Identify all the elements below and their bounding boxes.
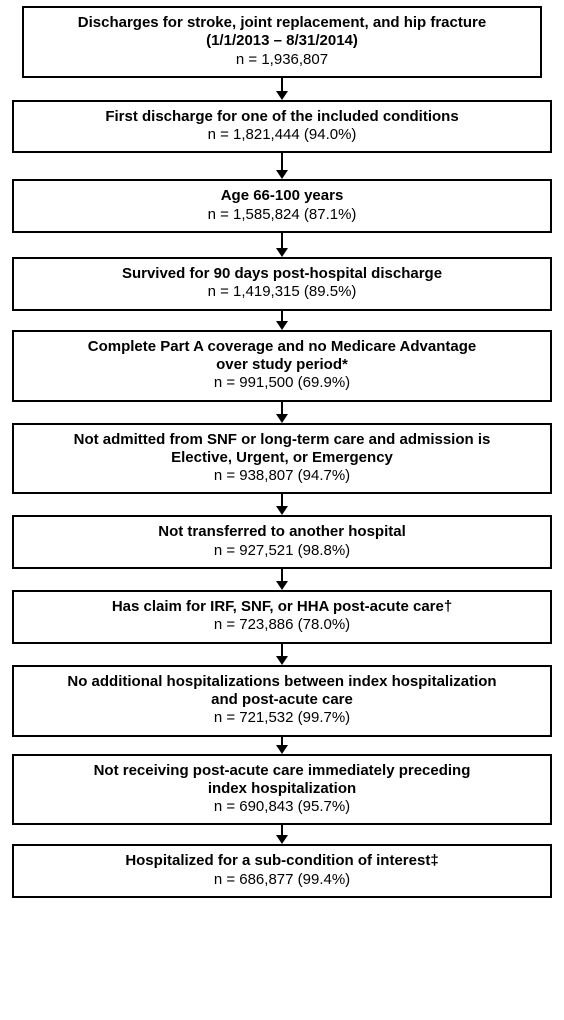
flowchart-column: Discharges for stroke, joint replacement… [12,6,552,898]
arrow-head-icon [276,506,288,515]
flow-node-n: n = 686,877 (99.4%) [24,871,540,889]
flow-node-title: Age 66-100 years [24,187,540,205]
flow-node-title: Discharges for stroke, joint replacement… [34,14,530,32]
flow-node-n: n = 723,886 (78.0%) [24,616,540,634]
flow-node-n: n = 1,821,444 (94.0%) [24,126,540,144]
arrow-shaft [281,569,283,581]
flow-node-n: n = 927,521 (98.8%) [24,542,540,560]
arrow-shaft [281,494,283,506]
flow-node-title2: (1/1/2013 – 8/31/2014) [34,32,530,50]
flow-node-8: No additional hospitalizations between i… [12,665,552,737]
arrow-shaft [281,311,283,321]
arrow-shaft [281,402,283,414]
flow-node-n: n = 1,585,824 (87.1%) [24,206,540,224]
flow-node-6: Not transferred to another hospitaln = 9… [12,515,552,569]
flowchart-canvas: Discharges for stroke, joint replacement… [0,0,564,1020]
arrow-head-icon [276,321,288,330]
flow-node-7: Has claim for IRF, SNF, or HHA post-acut… [12,590,552,644]
flow-node-title: First discharge for one of the included … [24,108,540,126]
flow-node-n: n = 1,419,315 (89.5%) [24,283,540,301]
arrow-shaft [281,644,283,656]
flow-node-n: n = 938,807 (94.7%) [24,467,540,485]
flow-arrow-7 [276,644,288,665]
flow-node-10: Hospitalized for a sub-condition of inte… [12,844,552,898]
flow-arrow-0 [276,78,288,100]
flow-node-title2: and post-acute care [24,691,540,709]
flow-arrow-8 [276,737,288,754]
flow-node-n: n = 991,500 (69.9%) [24,374,540,392]
flow-node-title: No additional hospitalizations between i… [24,673,540,691]
flow-node-n: n = 1,936,807 [34,51,530,69]
flow-node-1: First discharge for one of the included … [12,100,552,154]
arrow-head-icon [276,91,288,100]
flow-node-2: Age 66-100 yearsn = 1,585,824 (87.1%) [12,179,552,233]
flow-arrow-4 [276,402,288,423]
flow-node-0: Discharges for stroke, joint replacement… [22,6,542,78]
flow-node-title: Not transferred to another hospital [24,523,540,541]
flow-node-title: Not admitted from SNF or long-term care … [24,431,540,449]
arrow-head-icon [276,581,288,590]
flow-arrow-1 [276,153,288,179]
flow-node-title2: index hospitalization [24,780,540,798]
flow-node-title2: over study period* [24,356,540,374]
flow-arrow-2 [276,233,288,257]
flow-node-title: Not receiving post-acute care immediatel… [24,762,540,780]
arrow-head-icon [276,170,288,179]
flow-node-5: Not admitted from SNF or long-term care … [12,423,552,495]
flow-node-n: n = 721,532 (99.7%) [24,709,540,727]
flow-node-title: Complete Part A coverage and no Medicare… [24,338,540,356]
flow-arrow-6 [276,569,288,590]
flow-node-title: Has claim for IRF, SNF, or HHA post-acut… [24,598,540,616]
flow-arrow-5 [276,494,288,515]
arrow-shaft [281,737,283,745]
arrow-shaft [281,153,283,170]
flow-node-title2: Elective, Urgent, or Emergency [24,449,540,467]
arrow-shaft [281,78,283,91]
flow-node-9: Not receiving post-acute care immediatel… [12,754,552,826]
flow-arrow-3 [276,311,288,330]
arrow-head-icon [276,745,288,754]
flow-node-title: Hospitalized for a sub-condition of inte… [24,852,540,870]
flow-node-3: Survived for 90 days post-hospital disch… [12,257,552,311]
flow-arrow-9 [276,825,288,844]
flow-node-4: Complete Part A coverage and no Medicare… [12,330,552,402]
arrow-shaft [281,233,283,248]
arrow-head-icon [276,835,288,844]
arrow-shaft [281,825,283,835]
arrow-head-icon [276,414,288,423]
arrow-head-icon [276,656,288,665]
arrow-head-icon [276,248,288,257]
flow-node-n: n = 690,843 (95.7%) [24,798,540,816]
flow-node-title: Survived for 90 days post-hospital disch… [24,265,540,283]
